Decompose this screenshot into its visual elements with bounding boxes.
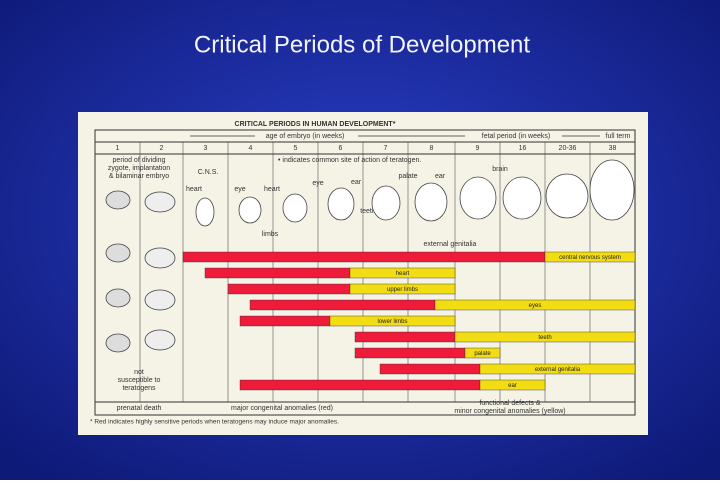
label: zygote, implantation — [108, 165, 170, 172]
embryo-sketch — [589, 159, 635, 221]
slide-title: Critical Periods of Development — [194, 31, 530, 58]
embryo-sketch — [144, 289, 176, 311]
bar-label: ear — [508, 383, 517, 389]
label: 38 — [609, 145, 617, 152]
minor-sensitivity-bar — [544, 251, 636, 263]
label: teeth — [360, 208, 376, 215]
label: 3 — [204, 145, 208, 152]
label: 6 — [339, 145, 343, 152]
minor-sensitivity-bar — [329, 315, 456, 327]
major-sensitivity-bar — [354, 331, 456, 343]
bar-label: lower limbs — [377, 319, 407, 325]
label: 1 — [116, 145, 120, 152]
label: external genitalia — [424, 241, 477, 248]
embryo-sketch — [414, 182, 448, 222]
label: heart — [186, 186, 202, 193]
label: functional defects & — [479, 400, 540, 407]
label: palate — [398, 173, 417, 180]
label: full term — [606, 133, 631, 140]
embryo-sketch — [238, 196, 262, 224]
embryo-sketch — [545, 173, 589, 219]
major-sensitivity-bar — [182, 251, 546, 263]
label: 16 — [519, 145, 527, 152]
label: eye — [312, 180, 323, 187]
label: 4 — [249, 145, 253, 152]
major-sensitivity-bar — [379, 363, 481, 375]
label: 7 — [384, 145, 388, 152]
major-sensitivity-bar — [354, 347, 466, 359]
major-sensitivity-bar — [239, 379, 481, 391]
label: ear — [351, 179, 362, 186]
bar-label: heart — [396, 271, 410, 277]
label: teratogens — [122, 385, 156, 392]
label: C.N.S. — [198, 169, 219, 176]
label: 8 — [430, 145, 434, 152]
label: limbs — [262, 231, 279, 238]
bar-label: eyes — [529, 303, 542, 309]
minor-sensitivity-bar — [464, 347, 501, 359]
label: not — [134, 369, 144, 376]
embryo-sketch — [282, 193, 308, 223]
bar-label: external genitalia — [535, 367, 581, 373]
zygote-sketch — [105, 243, 131, 263]
bar-label: palate — [474, 351, 491, 357]
label: susceptible to — [118, 377, 161, 384]
label: • indicates common site of action of ter… — [278, 157, 421, 164]
label: & bilaminar embryo — [109, 173, 169, 180]
label: 5 — [294, 145, 298, 152]
zygote-sketch — [105, 288, 131, 308]
bar-label: teeth — [538, 335, 551, 341]
label: CRITICAL PERIODS IN HUMAN DEVELOPMENT* — [235, 121, 396, 128]
minor-sensitivity-bar — [349, 283, 456, 295]
label: major congenital anomalies (red) — [231, 405, 333, 412]
minor-sensitivity-bar — [479, 379, 546, 391]
label: heart — [264, 186, 280, 193]
embryo-sketch — [195, 197, 215, 227]
major-sensitivity-bar — [249, 299, 436, 311]
major-sensitivity-bar — [227, 283, 351, 295]
embryo-sketch — [502, 176, 542, 220]
label: 20-36 — [559, 145, 577, 152]
minor-sensitivity-bar — [479, 363, 636, 375]
label: 2 — [160, 145, 164, 152]
label: fetal period (in weeks) — [482, 133, 550, 140]
zygote-sketch — [105, 333, 131, 353]
minor-sensitivity-bar — [434, 299, 636, 311]
label: * Red indicates highly sensitive periods… — [90, 419, 339, 426]
label: 9 — [476, 145, 480, 152]
label: age of embryo (in weeks) — [266, 133, 345, 140]
embryo-sketch — [144, 191, 176, 213]
label: period of dividing — [113, 157, 166, 164]
label: prenatal death — [117, 405, 162, 412]
label: brain — [492, 166, 508, 173]
bar-label: central nervous system — [559, 255, 621, 261]
embryo-sketch — [327, 187, 355, 221]
label: eye — [234, 186, 245, 193]
zygote-sketch — [105, 190, 131, 210]
figure: CRITICAL PERIODS IN HUMAN DEVELOPMENT* ag… — [78, 112, 648, 435]
major-sensitivity-bar — [204, 267, 351, 279]
embryo-sketch — [144, 247, 176, 269]
minor-sensitivity-bar — [349, 267, 456, 279]
bar-label: upper limbs — [387, 287, 418, 293]
embryo-sketch — [144, 329, 176, 351]
major-sensitivity-bar — [239, 315, 331, 327]
embryo-sketch — [371, 185, 401, 221]
label: ear — [435, 173, 446, 180]
label: minor congenital anomalies (yellow) — [454, 408, 565, 415]
frame — [94, 129, 636, 416]
minor-sensitivity-bar — [454, 331, 636, 343]
embryo-sketch — [459, 176, 497, 220]
